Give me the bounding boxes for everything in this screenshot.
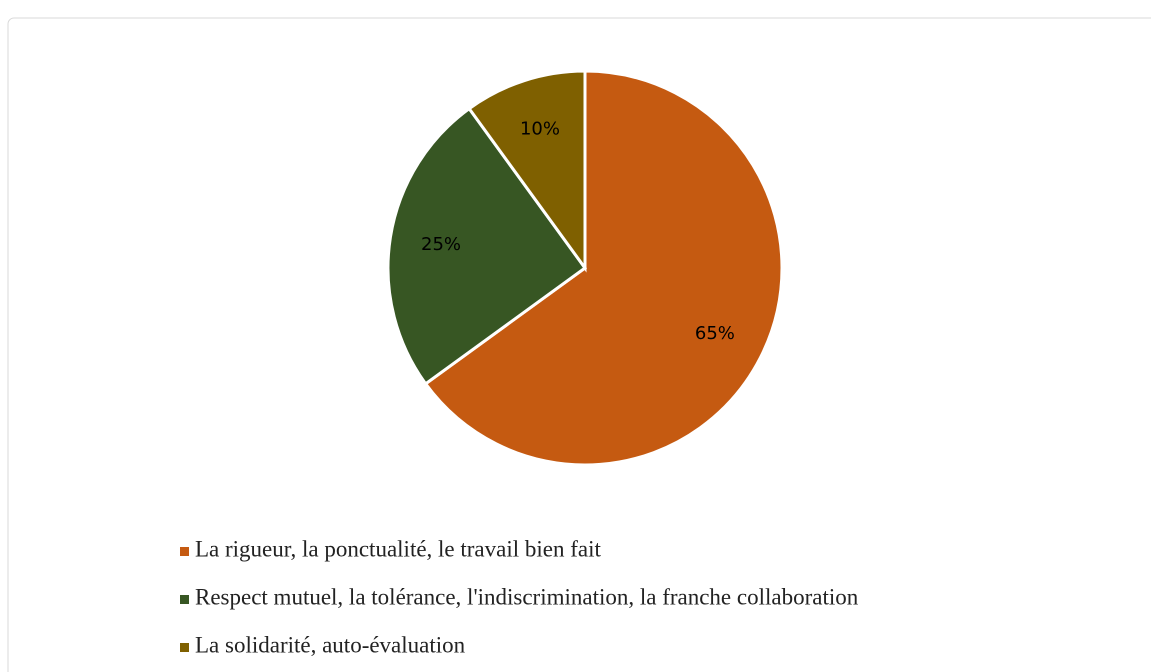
legend-label: Respect mutuel, la tolérance, l'indiscri… bbox=[195, 584, 859, 609]
pie-slice bbox=[467, 69, 587, 273]
pie-slice bbox=[386, 106, 588, 386]
legend-swatch bbox=[180, 643, 189, 652]
data-label: 65% bbox=[695, 323, 735, 344]
legend-swatch bbox=[180, 547, 189, 556]
data-label: 25% bbox=[421, 234, 461, 255]
pie-slice bbox=[423, 69, 784, 467]
data-label: 10% bbox=[520, 118, 560, 139]
legend-label: La rigueur, la ponctualité, le travail b… bbox=[195, 536, 601, 561]
legend-swatch bbox=[180, 595, 189, 604]
legend-label: La solidarité, auto-évaluation bbox=[195, 632, 466, 657]
